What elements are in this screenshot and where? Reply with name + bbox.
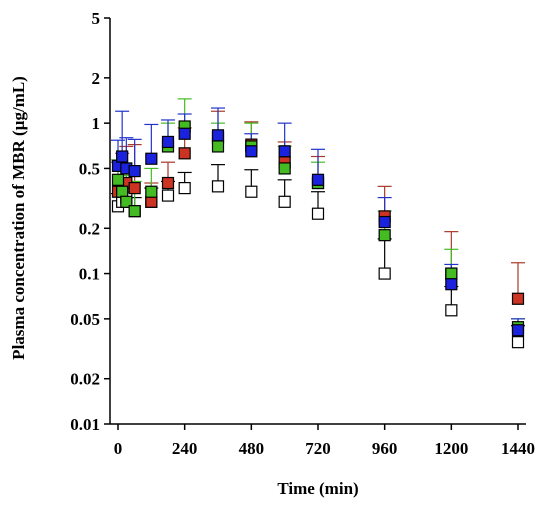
x-tick-label: 480 [239, 439, 265, 458]
data-point-square [178, 181, 191, 195]
data-point-square [145, 195, 158, 208]
data-point-square [161, 176, 175, 190]
data-markers [111, 120, 525, 349]
y-axis-title: Plasma concentration of MBR (µg/mL) [9, 76, 28, 360]
y-tick-label: 1 [92, 114, 101, 133]
data-point-square [145, 185, 158, 198]
x-tick-label: 720 [305, 439, 331, 458]
y-tick-label: 2 [92, 69, 101, 88]
data-point-square [211, 180, 225, 193]
error-bars [111, 98, 525, 343]
x-axis-title: Time (min) [277, 479, 358, 498]
data-point-square [245, 145, 258, 158]
data-point-square [145, 152, 158, 165]
data-point-square [511, 324, 525, 337]
data-point-square [245, 185, 258, 198]
x-axis-ticks: 0 240 480 720 960 1200 1440 [114, 424, 535, 458]
data-point-square [445, 278, 458, 291]
y-axis-ticks: 0.01 0.02 0.05 0.1 0.2 0.5 1 2 5 [70, 9, 110, 434]
data-point-square [378, 229, 391, 242]
x-tick-label: 1200 [434, 439, 468, 458]
y-tick-label: 0.01 [70, 415, 100, 434]
data-point-square [211, 140, 225, 153]
data-point-square [511, 292, 525, 305]
data-point-square [445, 267, 458, 280]
data-point-square [161, 135, 175, 149]
y-tick-label: 0.02 [70, 370, 100, 389]
data-point-square [128, 164, 141, 178]
data-point-square [128, 181, 141, 195]
data-point-square [278, 162, 291, 175]
y-tick-label: 0.05 [70, 310, 100, 329]
data-point-square [116, 150, 129, 163]
y-tick-label: 0.1 [79, 265, 100, 284]
data-point-square [120, 195, 133, 208]
x-tick-label: 0 [114, 439, 123, 458]
data-point-square [178, 147, 191, 160]
data-point-square [378, 215, 391, 229]
data-point-square [278, 195, 291, 208]
data-point-square [378, 267, 391, 280]
y-tick-label: 0.5 [79, 159, 100, 178]
x-tick-label: 240 [172, 439, 198, 458]
data-point-square [311, 173, 325, 186]
data-point-square [511, 336, 525, 349]
x-tick-label: 960 [372, 439, 398, 458]
y-tick-label: 0.2 [79, 219, 100, 238]
data-point-square [116, 185, 129, 198]
data-point-square [128, 205, 141, 218]
data-point-square [211, 129, 225, 142]
data-point-square [445, 304, 458, 317]
y-tick-label: 5 [92, 9, 101, 28]
data-point-square [161, 189, 175, 202]
data-point-square [178, 127, 191, 140]
data-point-square [278, 145, 291, 158]
data-point-square [111, 173, 125, 186]
x-tick-label: 1440 [501, 439, 535, 458]
data-point-square [311, 207, 325, 220]
